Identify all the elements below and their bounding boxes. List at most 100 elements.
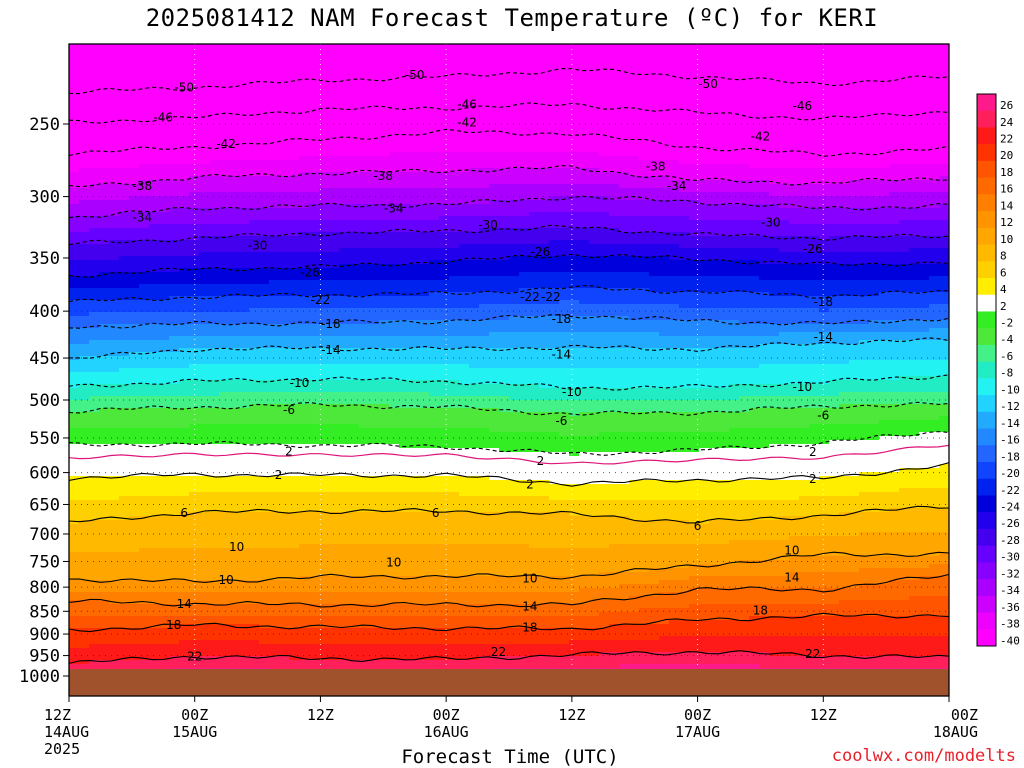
temperature-cell [169, 168, 180, 173]
temperature-cell [89, 96, 100, 101]
temperature-cell [119, 248, 130, 253]
temperature-cell [89, 288, 100, 293]
temperature-cell [69, 592, 80, 597]
temperature-cell [179, 80, 190, 85]
temperature-cell [69, 408, 80, 413]
temperature-cell [299, 636, 310, 641]
temperature-cell [329, 68, 340, 73]
temperature-cell [369, 296, 380, 301]
temperature-cell [319, 392, 330, 397]
temperature-cell [339, 620, 350, 625]
temperature-cell [289, 480, 300, 485]
temperature-cell [359, 540, 370, 545]
temperature-cell [139, 332, 150, 337]
temperature-cell [139, 104, 150, 109]
temperature-cell [149, 112, 160, 117]
temperature-cell [159, 452, 170, 457]
temperature-cell [169, 212, 180, 217]
temperature-cell [89, 496, 100, 501]
temperature-cell [179, 320, 190, 325]
temperature-cell [169, 552, 180, 557]
temperature-cell [149, 556, 160, 561]
temperature-cell [299, 504, 310, 509]
temperature-cell [139, 472, 150, 477]
temperature-cell [319, 568, 330, 573]
temperature-cell [279, 444, 290, 449]
temperature-cell [239, 520, 250, 525]
temperature-cell [369, 264, 380, 269]
temperature-cell [309, 200, 320, 205]
temperature-cell [139, 220, 150, 225]
temperature-cell [269, 236, 280, 241]
temperature-cell [169, 664, 180, 669]
temperature-cell [289, 552, 300, 557]
temperature-cell [149, 440, 160, 445]
temperature-cell [159, 60, 170, 65]
temperature-cell [349, 648, 360, 653]
temperature-cell [239, 284, 250, 289]
temperature-cell [189, 48, 200, 53]
temperature-cell [79, 168, 90, 173]
temperature-cell [269, 272, 280, 277]
temperature-cell [329, 548, 340, 553]
temperature-cell [319, 340, 330, 345]
temperature-cell [369, 360, 380, 365]
temperature-cell [69, 552, 80, 557]
temperature-cell [279, 72, 290, 77]
temperature-cell [109, 424, 120, 429]
temperature-cell [289, 604, 300, 609]
temperature-cell [139, 328, 150, 333]
temperature-cell [99, 332, 110, 337]
temperature-cell [189, 68, 200, 73]
temperature-cell [339, 448, 350, 453]
temperature-cell [309, 424, 320, 429]
temperature-cell [199, 144, 210, 149]
temperature-cell [79, 408, 90, 413]
temperature-cell [349, 208, 360, 213]
temperature-cell [159, 140, 170, 145]
temperature-cell [339, 244, 350, 249]
temperature-cell [209, 620, 220, 625]
temperature-cell [189, 284, 200, 289]
temperature-cell [239, 360, 250, 365]
temperature-cell [219, 604, 230, 609]
temperature-cell [329, 276, 340, 281]
temperature-cell [189, 248, 200, 253]
temperature-cell [219, 128, 230, 133]
temperature-cell [199, 244, 210, 249]
temperature-cell [319, 596, 330, 601]
temperature-cell [319, 256, 330, 261]
temperature-cell [149, 60, 160, 65]
temperature-cell [109, 116, 120, 121]
temperature-cell [299, 364, 310, 369]
temperature-cell [189, 588, 200, 593]
temperature-cell [349, 336, 360, 341]
temperature-cell [229, 124, 240, 129]
temperature-cell [269, 512, 280, 517]
temperature-cell [239, 596, 250, 601]
temperature-cell [239, 420, 250, 425]
temperature-cell [279, 136, 290, 141]
temperature-cell [69, 348, 80, 353]
temperature-cell [299, 172, 310, 177]
temperature-cell [249, 84, 260, 89]
temperature-cell [109, 72, 120, 77]
temperature-cell [259, 504, 270, 509]
temperature-cell [219, 56, 230, 61]
temperature-cell [139, 344, 150, 349]
temperature-cell [129, 452, 140, 457]
temperature-cell [269, 324, 280, 329]
temperature-cell [219, 488, 230, 493]
temperature-cell [299, 560, 310, 565]
temperature-cell [99, 436, 110, 441]
temperature-cell [229, 148, 240, 153]
temperature-cell [289, 348, 300, 353]
temperature-cell [279, 448, 290, 453]
temperature-cell [359, 404, 370, 409]
temperature-cell [209, 168, 220, 173]
temperature-cell [209, 600, 220, 605]
temperature-cell [189, 328, 200, 333]
temperature-cell [209, 232, 220, 237]
temperature-cell [129, 632, 140, 637]
temperature-cell [229, 172, 240, 177]
